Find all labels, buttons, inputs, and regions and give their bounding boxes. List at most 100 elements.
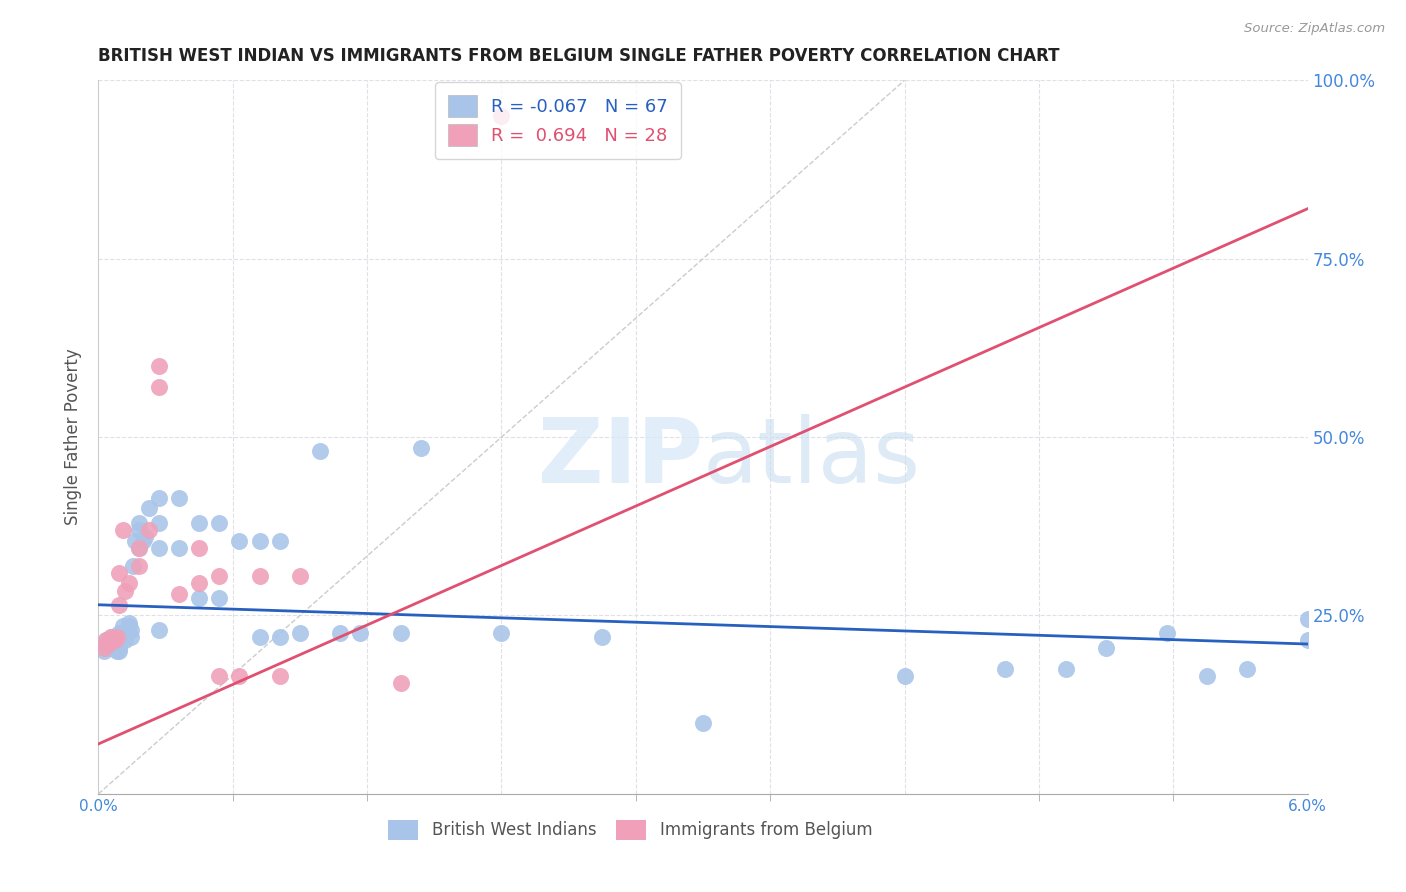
Point <box>114 630 136 644</box>
Point <box>228 533 250 548</box>
Text: ZIP: ZIP <box>538 415 703 502</box>
Text: atlas: atlas <box>703 415 921 502</box>
Point <box>128 541 150 555</box>
Point <box>167 587 190 601</box>
Point <box>107 640 129 655</box>
Point <box>97 637 120 651</box>
Point <box>107 626 129 640</box>
Point <box>148 516 170 530</box>
Point <box>692 715 714 730</box>
Point <box>188 541 211 555</box>
Point <box>188 591 211 605</box>
Point <box>269 533 291 548</box>
Point <box>121 558 143 573</box>
Point <box>389 676 412 690</box>
Point <box>288 626 311 640</box>
Point <box>249 630 271 644</box>
Point <box>128 558 150 573</box>
Point <box>188 516 211 530</box>
Point <box>1296 612 1319 626</box>
Point <box>114 633 136 648</box>
Point <box>96 633 118 648</box>
Text: Source: ZipAtlas.com: Source: ZipAtlas.com <box>1244 22 1385 36</box>
Point <box>97 637 120 651</box>
Point <box>103 633 125 648</box>
Point <box>120 623 142 637</box>
Point <box>491 626 513 640</box>
Point <box>107 598 129 612</box>
Point <box>591 630 613 644</box>
Y-axis label: Single Father Poverty: Single Father Poverty <box>65 349 83 525</box>
Point <box>1095 640 1118 655</box>
Point <box>100 633 122 648</box>
Point <box>105 633 128 648</box>
Point <box>101 640 124 655</box>
Point <box>208 569 231 583</box>
Point <box>128 523 150 537</box>
Point <box>208 591 231 605</box>
Point <box>128 541 150 555</box>
Point <box>893 669 915 683</box>
Point <box>491 109 513 123</box>
Point <box>148 359 170 373</box>
Point <box>97 640 120 655</box>
Point <box>208 516 231 530</box>
Point <box>249 533 271 548</box>
Point <box>105 630 128 644</box>
Point <box>167 541 190 555</box>
Point <box>228 669 250 683</box>
Point <box>103 633 125 648</box>
Point <box>120 630 142 644</box>
Point <box>138 523 160 537</box>
Point <box>114 583 136 598</box>
Point <box>132 533 155 548</box>
Point <box>118 576 141 591</box>
Point <box>111 523 134 537</box>
Point <box>269 669 291 683</box>
Point <box>188 576 211 591</box>
Point <box>93 644 115 658</box>
Point <box>309 444 332 458</box>
Point <box>148 541 170 555</box>
Point <box>249 569 271 583</box>
Point <box>107 566 129 580</box>
Point <box>118 615 141 630</box>
Point <box>409 441 432 455</box>
Point <box>269 630 291 644</box>
Point <box>115 626 138 640</box>
Point <box>100 630 122 644</box>
Point <box>1236 662 1258 676</box>
Point <box>118 619 141 633</box>
Point <box>105 644 128 658</box>
Point <box>100 630 122 644</box>
Point <box>138 501 160 516</box>
Point <box>349 626 371 640</box>
Point <box>994 662 1017 676</box>
Point <box>124 533 146 548</box>
Point <box>96 633 118 648</box>
Point <box>288 569 311 583</box>
Point <box>148 380 170 394</box>
Point <box>111 619 134 633</box>
Point <box>93 640 115 655</box>
Point <box>107 637 129 651</box>
Point <box>101 633 124 648</box>
Point <box>167 491 190 505</box>
Point <box>103 630 125 644</box>
Point <box>111 626 134 640</box>
Point <box>134 530 156 544</box>
Point <box>389 626 412 640</box>
Point <box>329 626 352 640</box>
Point <box>107 633 129 648</box>
Legend: British West Indians, Immigrants from Belgium: British West Indians, Immigrants from Be… <box>382 814 879 847</box>
Point <box>148 491 170 505</box>
Text: BRITISH WEST INDIAN VS IMMIGRANTS FROM BELGIUM SINGLE FATHER POVERTY CORRELATION: BRITISH WEST INDIAN VS IMMIGRANTS FROM B… <box>98 47 1060 65</box>
Point <box>1296 633 1319 648</box>
Point <box>101 633 124 648</box>
Point <box>148 623 170 637</box>
Point <box>1054 662 1077 676</box>
Point <box>1156 626 1178 640</box>
Point <box>107 644 129 658</box>
Point <box>208 669 231 683</box>
Point <box>1195 669 1218 683</box>
